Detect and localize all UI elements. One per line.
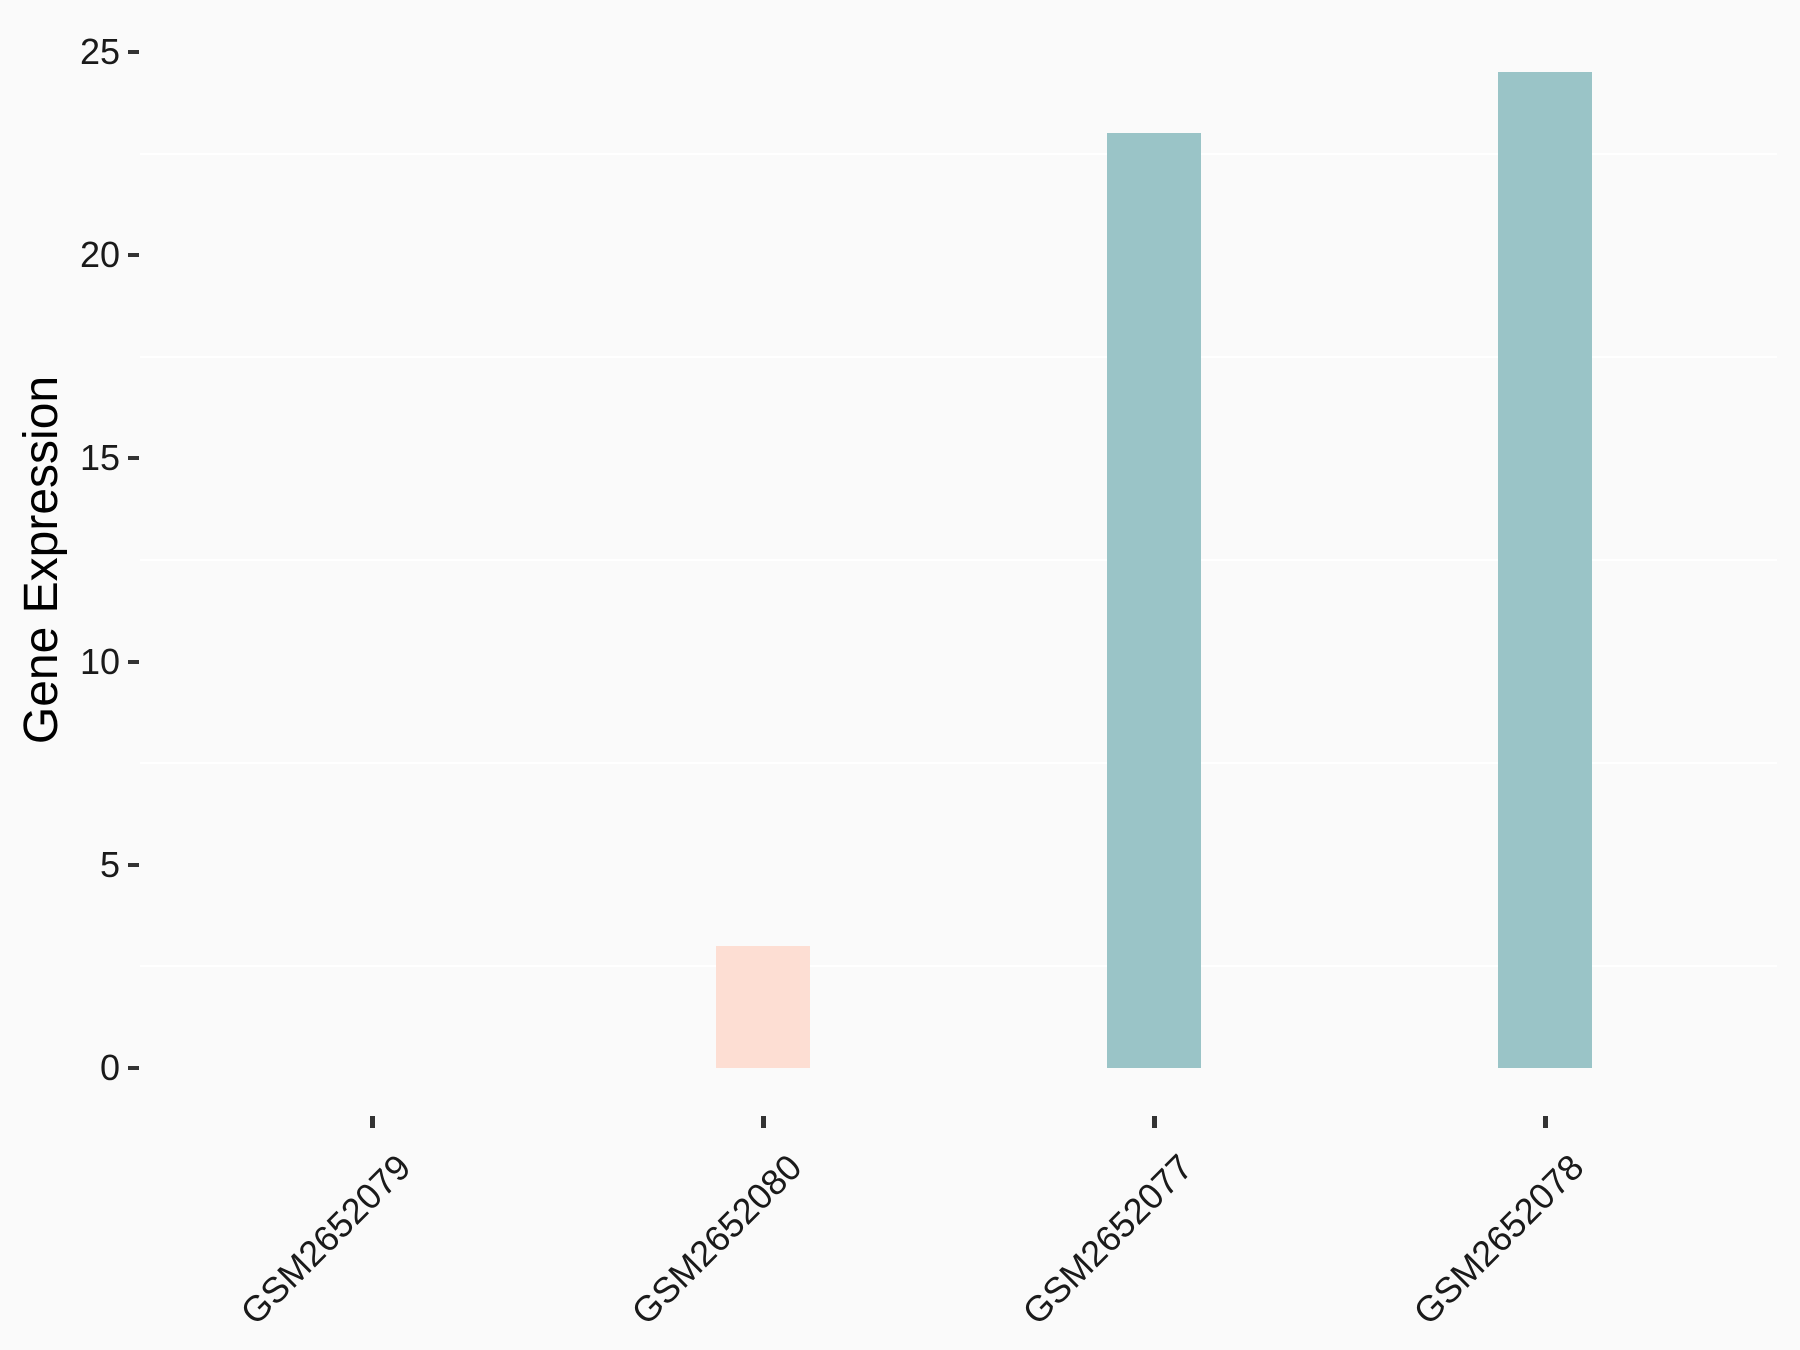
x-tick-mark <box>1152 1116 1157 1128</box>
y-tick-mark <box>128 50 139 54</box>
x-tick-label-GSM2652080: GSM2652080 <box>623 1146 810 1333</box>
x-tick-label-GSM2652078: GSM2652078 <box>1405 1146 1592 1333</box>
y-tick-label-5: 5 <box>99 843 120 885</box>
y-tick-mark <box>128 253 139 258</box>
minor-gridline <box>140 559 1777 561</box>
y-tick-label-10: 10 <box>79 640 120 682</box>
y-tick-mark <box>128 1066 139 1070</box>
x-tick-label-GSM2652079: GSM2652079 <box>232 1146 419 1333</box>
bar-GSM2652080 <box>716 946 810 1068</box>
y-tick-mark <box>128 456 139 461</box>
y-tick-label-15: 15 <box>79 437 120 479</box>
minor-gridline <box>140 152 1777 155</box>
x-tick-label-GSM2652077: GSM2652077 <box>1014 1146 1201 1333</box>
x-tick-mark <box>761 1116 766 1128</box>
y-tick-label-20: 20 <box>79 234 120 276</box>
x-tick-mark <box>370 1116 375 1128</box>
y-tick-mark <box>128 862 139 867</box>
bar-GSM2652077 <box>1107 133 1201 1068</box>
x-tick-mark <box>1543 1116 1548 1128</box>
minor-gridline <box>140 355 1777 358</box>
y-tick-label-0: 0 <box>99 1047 120 1088</box>
y-axis-title: Gene Expression <box>15 375 68 745</box>
minor-gridline <box>140 762 1777 765</box>
minor-gridline <box>140 965 1777 968</box>
y-tick-label-25: 25 <box>79 31 120 72</box>
y-tick-mark <box>128 659 139 664</box>
bar-GSM2652078 <box>1498 72 1592 1068</box>
